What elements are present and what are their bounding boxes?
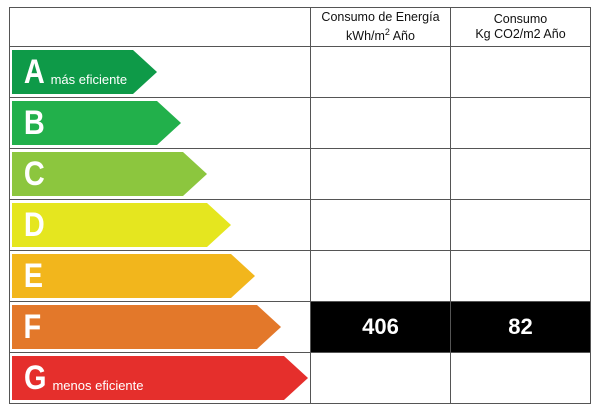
energy-label-table: Consumo de Energía kWh/m2 Año Consumo Kg… [9, 7, 591, 404]
band-row-c: C [9, 148, 591, 200]
rating-letter: G [23, 358, 47, 397]
rating-arrow-b: B [12, 101, 181, 145]
energy-header-line1: Consumo de Energía [321, 9, 440, 24]
rating-arrow-c: C [12, 152, 207, 196]
co2-header-line2: Kg CO2/m2 Año [475, 27, 566, 41]
band-cell-e: E [9, 250, 311, 302]
band-cell-f: F [9, 301, 311, 353]
rating-caption: menos eficiente [52, 377, 144, 393]
rating-letter: B [23, 103, 45, 142]
co2-empty-cell [450, 148, 591, 200]
energy-empty-cell [310, 97, 451, 149]
band-cell-b: B [9, 97, 311, 149]
band-cell-d: D [9, 199, 311, 251]
energy-unit-text: kWh/m [346, 29, 385, 44]
band-cell-c: C [9, 148, 311, 200]
co2-empty-cell [450, 97, 591, 149]
rating-letter: E [23, 256, 43, 295]
co2-value-cell: 82 [450, 301, 591, 353]
energy-empty-cell [310, 352, 451, 404]
band-row-f: F 406 82 [9, 301, 591, 353]
co2-empty-cell [450, 352, 591, 404]
co2-empty-cell [450, 46, 591, 98]
rating-letter: C [23, 154, 45, 193]
energy-header-line2: kWh/m2 Año [311, 25, 450, 44]
rating-arrow-d: D [12, 203, 231, 247]
energy-empty-cell [310, 199, 451, 251]
energy-unit-exponent: 2 [384, 26, 390, 37]
co2-empty-cell [450, 250, 591, 302]
header-row: Consumo de Energía kWh/m2 Año Consumo Kg… [9, 7, 591, 47]
energy-value-cell: 406 [310, 301, 451, 353]
band-row-d: D [9, 199, 591, 251]
band-row-e: E [9, 250, 591, 302]
energy-consumption-header: Consumo de Energía kWh/m2 Año [310, 7, 451, 47]
energy-empty-cell [310, 250, 451, 302]
rating-letter: F [23, 307, 42, 346]
rating-arrow-f: F [12, 305, 281, 349]
energy-unit-year: Año [389, 29, 415, 44]
rating-letter: D [23, 205, 45, 244]
energy-empty-cell [310, 46, 451, 98]
energy-empty-cell [310, 148, 451, 200]
band-row-b: B [9, 97, 591, 149]
co2-empty-cell [450, 199, 591, 251]
rating-arrow-e: E [12, 254, 255, 298]
header-blank-cell [9, 7, 311, 47]
rating-caption: más eficiente [50, 71, 128, 87]
rating-letter: A [23, 52, 45, 91]
co2-header-line1: Consumo [493, 12, 548, 26]
co2-emissions-header: Consumo Kg CO2/m2 Año [450, 7, 591, 47]
